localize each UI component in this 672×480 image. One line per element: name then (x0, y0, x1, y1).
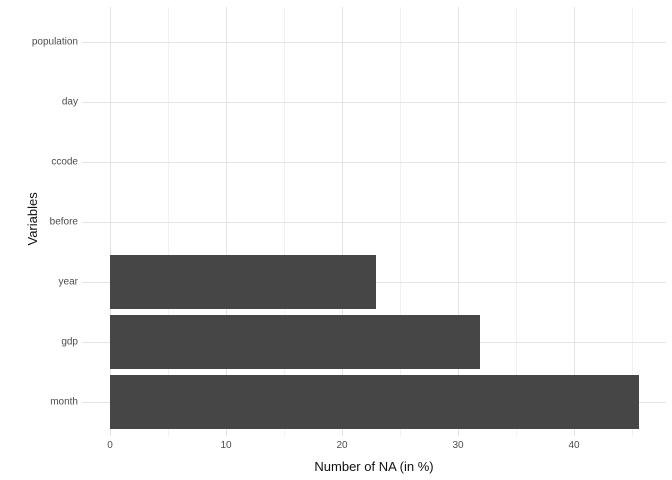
y-axis-title: Variables (25, 192, 41, 246)
x-axis-title: Number of NA (in %) (314, 459, 434, 474)
category-gridline (82, 102, 666, 103)
major-gridline (342, 7, 343, 436)
y-tick-label: ccode (51, 156, 78, 168)
category-gridline (82, 42, 666, 43)
minor-gridline (168, 7, 169, 436)
x-tick-label: 40 (568, 440, 580, 451)
y-tick-label: before (49, 216, 78, 228)
category-gridline (82, 162, 666, 163)
major-gridline (458, 7, 459, 436)
y-tick-label: day (61, 96, 78, 108)
bar (110, 375, 639, 429)
minor-gridline (516, 7, 517, 436)
plot-panel (82, 7, 666, 436)
y-tick-label: gdp (61, 336, 78, 348)
bar (110, 255, 376, 309)
category-gridline (82, 222, 666, 223)
minor-gridline (400, 7, 401, 436)
major-gridline (574, 7, 575, 436)
y-tick-label: population (31, 36, 78, 48)
minor-gridline (284, 7, 285, 436)
x-tick-label: 20 (336, 440, 348, 451)
x-tick-label: 30 (452, 440, 464, 451)
y-tick-label: month (50, 396, 78, 408)
bar (110, 315, 481, 369)
x-tick-label: 0 (107, 440, 113, 451)
major-gridline (226, 7, 227, 436)
minor-gridline (632, 7, 633, 436)
major-gridline (110, 7, 111, 436)
x-tick-label: 10 (220, 440, 232, 451)
y-tick-label: year (58, 276, 78, 288)
